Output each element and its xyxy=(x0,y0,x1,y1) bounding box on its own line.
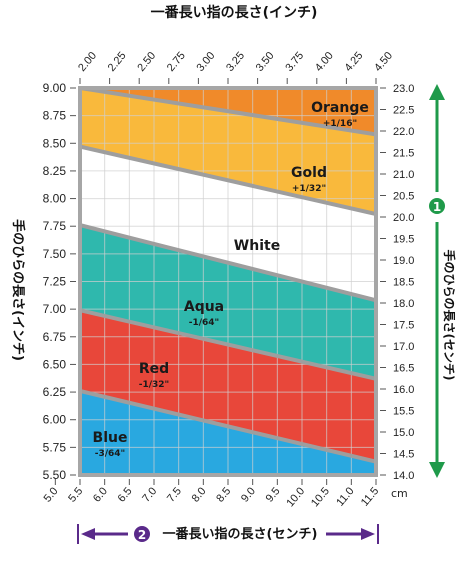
zone-label-orange: Orange xyxy=(311,100,369,116)
left-tick-label: 7.25 xyxy=(43,275,67,289)
bottom-tick-label: 10.0 xyxy=(284,485,307,509)
boundary-white-aqua xyxy=(80,223,376,303)
left-tick-label: 6.50 xyxy=(43,357,67,371)
zone-adjust-blue: -3/64" xyxy=(95,449,126,459)
zone-adjust-aqua: -1/64" xyxy=(189,318,220,328)
top-tick-label: 2.75 xyxy=(165,50,188,74)
top-tick-label: 4.25 xyxy=(343,50,366,74)
top-tick-label: 2.50 xyxy=(135,50,158,74)
right-tick-label: 19.5 xyxy=(393,234,414,246)
right-tick-label: 22.5 xyxy=(393,105,414,117)
boundary-orange-gold xyxy=(80,88,376,137)
left-tick-label: 8.75 xyxy=(43,109,67,123)
bottom-tick-label: 8.0 xyxy=(190,485,209,504)
bottom-tick-label: 9.0 xyxy=(239,485,258,504)
zone-adjust-gold: +1/32" xyxy=(292,184,326,194)
bottom-tick-label: 9.5 xyxy=(264,485,283,504)
zone-label-red: Red xyxy=(139,361,169,377)
plot-frame xyxy=(78,86,378,477)
zone-label-gold: Gold xyxy=(291,165,327,181)
right-tick-label: 23.0 xyxy=(393,83,414,95)
bottom-tick-label: 6.5 xyxy=(116,485,135,504)
zone-labels: Orange +1/16" Gold +1/32" White Aqua -1/64" Red… xyxy=(93,100,369,459)
left-tick-label: 8.00 xyxy=(43,192,67,206)
right-axis-title: 手のひらの長さ(センチ) xyxy=(442,250,457,381)
left-tick-label: 7.50 xyxy=(43,247,67,261)
top-tick-label: 2.25 xyxy=(106,50,129,74)
left-tick-label: 7.00 xyxy=(43,302,67,316)
right-tick-label: 17.5 xyxy=(393,320,414,332)
right-axis-arrow: 1 xyxy=(429,84,445,478)
zone-adjust-orange: +1/16" xyxy=(323,119,357,129)
right-tick-label: 14.5 xyxy=(393,449,414,461)
top-tick-label: 3.75 xyxy=(283,50,306,74)
right-tick-label: 20.5 xyxy=(393,191,414,203)
right-tick-label: 17.0 xyxy=(393,341,414,353)
right-tick-label: 22.0 xyxy=(393,126,414,138)
right-axis-badge: 1 xyxy=(433,200,441,214)
right-tick-label: 19.0 xyxy=(393,255,414,267)
right-tick-label: 18.0 xyxy=(393,298,414,310)
bottom-axis-arrow: 2 xyxy=(77,524,379,544)
left-tick-label: 6.75 xyxy=(43,330,67,344)
right-tick-label: 21.5 xyxy=(393,148,414,160)
right-tick-label: 16.0 xyxy=(393,384,414,396)
left-axis-title: 手のひらの長さ(インチ) xyxy=(10,219,26,361)
right-tick-label: 20.0 xyxy=(393,212,414,224)
bottom-tick-label: 11.0 xyxy=(334,485,356,508)
bottom-axis-badge: 2 xyxy=(138,528,146,542)
top-tick-label: 4.00 xyxy=(313,50,336,74)
right-tick-label: 15.0 xyxy=(393,427,414,439)
bottom-tick-label: 10.5 xyxy=(309,485,332,509)
top-tick-label: 4.50 xyxy=(372,50,395,74)
zone-label-aqua: Aqua xyxy=(184,299,224,315)
bottom-tick-label: 8.5 xyxy=(214,485,233,504)
left-tick-label: 8.25 xyxy=(43,164,67,178)
top-tick-label: 3.50 xyxy=(254,50,277,74)
right-tick-label: 14.0 xyxy=(393,470,414,482)
left-tick-label: 5.75 xyxy=(43,440,67,454)
boundary-red-blue xyxy=(80,389,376,464)
top-tick-label: 3.25 xyxy=(224,50,247,74)
left-tick-label: 6.25 xyxy=(43,385,67,399)
left-tick-label: 6.00 xyxy=(43,413,67,427)
bottom-tick-label: 11.5 xyxy=(359,485,381,508)
zone-label-white: White xyxy=(234,238,280,254)
zone-boundaries xyxy=(80,88,376,464)
bottom-tick-label: 6.0 xyxy=(91,485,110,504)
bottom-tick-label: 7.0 xyxy=(140,485,159,504)
boundary-gold-white xyxy=(80,144,376,217)
top-axis-title: 一番長い指の長さ(インチ) xyxy=(151,4,318,21)
right-tick-label: 18.5 xyxy=(393,277,414,289)
top-tick-label: 3.00 xyxy=(195,50,218,74)
boundary-aqua-red xyxy=(80,308,376,381)
bottom-tick-label: 5.5 xyxy=(66,485,85,504)
top-tick-label: 2.00 xyxy=(76,50,99,74)
left-tick-label: 9.00 xyxy=(43,81,67,95)
zone-adjust-red: -1/32" xyxy=(139,380,170,390)
bottom-axis-title: 一番長い指の長さ(センチ) xyxy=(163,526,318,542)
bottom-tick-label: 5.0 xyxy=(42,485,61,504)
grid-lines xyxy=(80,88,376,475)
bottom-tick-label: 7.5 xyxy=(165,485,184,504)
unit-cm-label: cm xyxy=(391,487,408,500)
left-tick-label: 7.75 xyxy=(43,219,67,233)
left-tick-label: 8.50 xyxy=(43,136,67,150)
zone-label-blue: Blue xyxy=(93,430,128,446)
left-tick-label: 5.50 xyxy=(43,468,67,482)
right-tick-label: 16.5 xyxy=(393,363,414,375)
right-tick-label: 21.0 xyxy=(393,169,414,181)
right-tick-label: 15.5 xyxy=(393,406,414,418)
